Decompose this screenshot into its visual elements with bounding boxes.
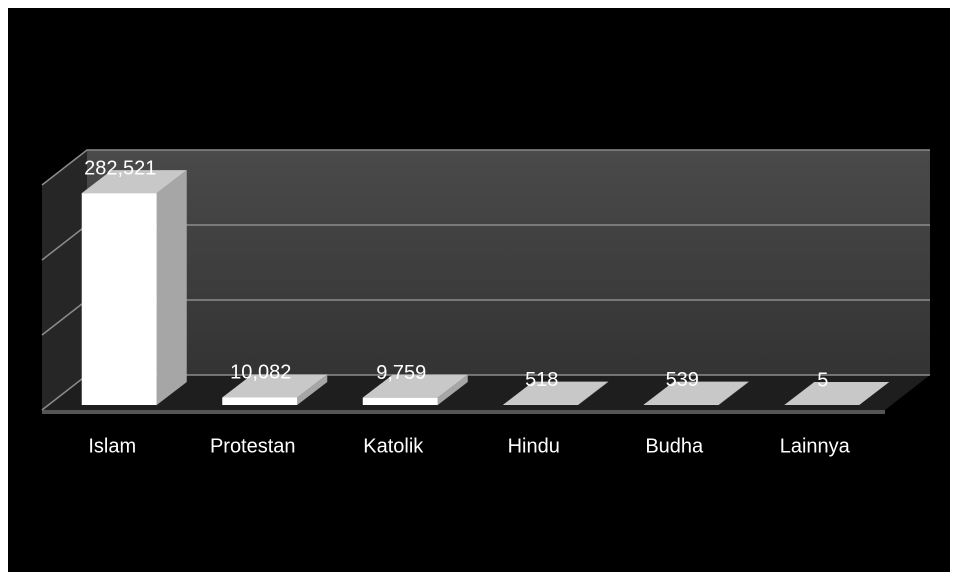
grid-line bbox=[41, 149, 930, 186]
floor-edge bbox=[42, 410, 885, 414]
x-tick-label: Islam bbox=[88, 435, 136, 457]
bar-top bbox=[222, 374, 328, 398]
bar-top bbox=[643, 381, 749, 405]
bar bbox=[362, 374, 468, 405]
bar-top bbox=[362, 374, 468, 398]
x-tick-label: Budha bbox=[645, 435, 704, 457]
bar-top bbox=[81, 170, 187, 194]
value-label: 518 bbox=[525, 369, 558, 391]
bar bbox=[503, 381, 609, 405]
bar-side bbox=[578, 381, 609, 405]
value-label: 5 bbox=[817, 369, 828, 391]
bar bbox=[222, 374, 328, 405]
x-tick-label: Katolik bbox=[363, 435, 424, 457]
side-wall bbox=[42, 150, 87, 410]
bar bbox=[784, 381, 890, 405]
value-label: 9,759 bbox=[376, 362, 426, 384]
bar-top bbox=[503, 381, 609, 405]
value-label: 10,082 bbox=[230, 362, 291, 384]
x-tick-label: Hindu bbox=[508, 435, 560, 457]
bar-top bbox=[784, 381, 890, 405]
bar-front bbox=[222, 397, 298, 405]
bar-side bbox=[297, 374, 328, 405]
bar bbox=[81, 170, 187, 405]
bar-front bbox=[81, 193, 157, 405]
bar-side bbox=[859, 381, 890, 405]
bar bbox=[643, 381, 749, 405]
bar-front bbox=[362, 397, 438, 405]
bar-side bbox=[718, 381, 749, 405]
x-tick-label: Protestan bbox=[210, 435, 296, 457]
value-label: 539 bbox=[666, 369, 699, 391]
bar-side bbox=[156, 170, 187, 405]
value-label: 282,521 bbox=[84, 157, 156, 179]
x-tick-label: Lainnya bbox=[780, 435, 851, 457]
back-wall bbox=[87, 150, 930, 375]
bar-side bbox=[437, 374, 468, 405]
